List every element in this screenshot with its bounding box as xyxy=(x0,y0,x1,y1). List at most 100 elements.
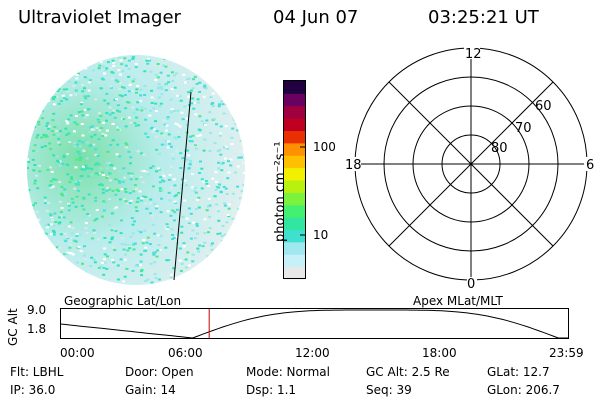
image-pixel xyxy=(180,231,184,234)
image-pixel xyxy=(85,157,89,160)
image-pixel xyxy=(67,204,71,207)
image-pixel xyxy=(200,167,204,170)
image-pixel xyxy=(112,261,116,264)
image-pixel xyxy=(208,204,212,207)
image-pixel xyxy=(224,125,228,128)
image-pixel xyxy=(176,109,180,112)
image-pixel xyxy=(170,166,173,168)
image-pixel xyxy=(34,221,38,223)
gc-alt-tick-1.8: 1.8 xyxy=(27,322,47,336)
image-pixel xyxy=(111,245,115,248)
image-pixel xyxy=(90,135,94,138)
image-pixel xyxy=(143,85,147,87)
image-pixel xyxy=(131,242,135,245)
image-pixel xyxy=(79,250,83,253)
image-pixel xyxy=(84,222,88,225)
image-pixel xyxy=(129,235,133,238)
image-pixel xyxy=(63,238,67,241)
image-pixel xyxy=(158,278,161,281)
image-pixel xyxy=(208,215,212,218)
image-pixel xyxy=(234,69,238,72)
image-pixel xyxy=(232,117,236,119)
image-pixel xyxy=(225,55,229,58)
image-pixel xyxy=(230,136,234,139)
image-pixel xyxy=(111,139,115,142)
image-pixel xyxy=(30,69,33,72)
image-pixel xyxy=(118,110,122,113)
image-pixel xyxy=(127,172,131,175)
image-pixel xyxy=(242,151,245,154)
image-pixel xyxy=(49,223,53,226)
image-pixel xyxy=(200,200,204,203)
image-pixel xyxy=(174,201,178,204)
image-pixel xyxy=(127,58,131,61)
image-pixel xyxy=(143,229,147,232)
image-pixel xyxy=(144,196,148,198)
image-pixel xyxy=(230,190,234,193)
image-pixel xyxy=(55,57,59,59)
image-pixel xyxy=(93,133,97,136)
image-pixel xyxy=(115,98,118,100)
image-pixel xyxy=(107,223,111,226)
image-pixel xyxy=(181,178,184,181)
image-pixel xyxy=(164,140,168,142)
image-pixel xyxy=(239,225,243,228)
image-pixel xyxy=(239,74,242,77)
image-pixel xyxy=(28,235,31,238)
image-pixel xyxy=(167,81,171,84)
uv-earth-image xyxy=(27,55,245,285)
image-pixel xyxy=(58,246,62,249)
image-pixel xyxy=(238,259,242,262)
image-pixel xyxy=(110,212,114,215)
image-pixel xyxy=(175,72,178,75)
image-pixel xyxy=(154,102,158,105)
image-pixel xyxy=(187,95,191,98)
image-pixel xyxy=(55,264,58,267)
image-pixel xyxy=(46,270,50,272)
image-pixel xyxy=(237,243,241,246)
image-pixel xyxy=(236,129,240,132)
image-pixel xyxy=(196,101,200,104)
image-pixel xyxy=(191,260,195,263)
image-pixel xyxy=(185,283,189,285)
image-pixel xyxy=(46,226,49,229)
image-pixel xyxy=(146,173,150,176)
image-pixel xyxy=(200,65,204,68)
image-pixel xyxy=(157,86,161,89)
image-pixel xyxy=(71,281,75,284)
image-pixel xyxy=(111,59,115,62)
image-pixel xyxy=(29,105,33,108)
image-pixel xyxy=(88,145,92,147)
image-pixel xyxy=(239,252,243,255)
image-pixel xyxy=(163,143,167,146)
image-pixel xyxy=(229,259,233,262)
image-pixel xyxy=(227,160,230,163)
image-pixel xyxy=(65,133,69,136)
image-pixel xyxy=(105,119,108,122)
image-pixel xyxy=(239,261,242,264)
image-pixel xyxy=(166,117,169,120)
image-pixel xyxy=(221,256,225,259)
image-pixel xyxy=(162,175,166,178)
image-pixel xyxy=(118,198,122,201)
image-pixel xyxy=(194,142,198,145)
image-pixel xyxy=(191,97,195,100)
image-pixel xyxy=(104,206,107,209)
image-pixel xyxy=(123,182,127,185)
image-pixel xyxy=(105,92,109,95)
image-pixel xyxy=(166,74,170,77)
image-pixel xyxy=(151,185,155,188)
image-pixel xyxy=(70,72,74,75)
image-pixel xyxy=(201,266,205,269)
image-pixel xyxy=(161,172,165,175)
mlt-label-18: 18 xyxy=(345,158,362,173)
image-pixel xyxy=(28,76,32,79)
image-pixel xyxy=(105,189,109,192)
image-pixel xyxy=(226,214,230,216)
image-pixel xyxy=(131,269,135,272)
image-pixel xyxy=(62,216,66,219)
colorbar-band xyxy=(284,81,305,94)
image-pixel xyxy=(41,70,44,73)
image-pixel xyxy=(118,94,122,97)
image-pixel xyxy=(38,277,42,280)
